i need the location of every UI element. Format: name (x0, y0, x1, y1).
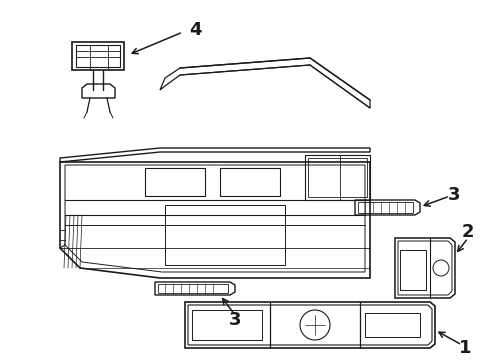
Bar (145, 168, 205, 196)
Text: 2: 2 (462, 223, 474, 241)
Bar (158, 284, 228, 293)
Text: 3: 3 (229, 311, 241, 329)
Bar (165, 205, 285, 265)
Bar (305, 155, 370, 200)
Bar (308, 158, 367, 197)
Bar (76, 45, 120, 67)
Text: 3: 3 (448, 186, 460, 204)
Bar (220, 168, 280, 196)
Text: 4: 4 (189, 21, 201, 39)
Bar (358, 202, 413, 213)
Bar (365, 313, 420, 337)
Bar (192, 310, 262, 340)
Text: 1: 1 (459, 339, 471, 357)
Bar (400, 250, 426, 290)
Bar (72, 42, 124, 70)
